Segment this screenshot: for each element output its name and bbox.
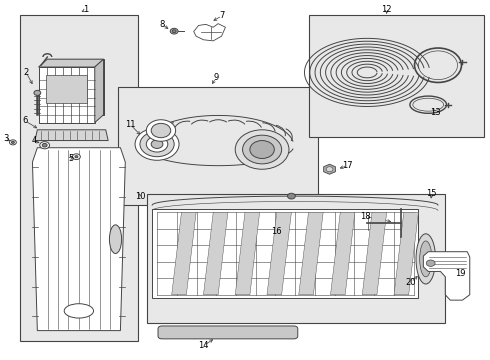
Circle shape bbox=[147, 120, 175, 141]
Bar bbox=[46, 75, 87, 103]
Polygon shape bbox=[95, 59, 103, 123]
Circle shape bbox=[170, 28, 178, 34]
Polygon shape bbox=[172, 212, 196, 295]
FancyBboxPatch shape bbox=[158, 326, 298, 339]
Circle shape bbox=[172, 30, 176, 33]
Circle shape bbox=[147, 136, 168, 152]
Polygon shape bbox=[324, 164, 335, 174]
Text: 20: 20 bbox=[406, 278, 416, 287]
Text: 9: 9 bbox=[213, 73, 219, 82]
Polygon shape bbox=[39, 67, 95, 123]
Text: 4: 4 bbox=[31, 136, 37, 145]
Polygon shape bbox=[32, 148, 125, 330]
Circle shape bbox=[151, 123, 171, 138]
Text: 15: 15 bbox=[426, 189, 437, 198]
Circle shape bbox=[135, 128, 179, 160]
Circle shape bbox=[75, 156, 78, 158]
Polygon shape bbox=[35, 130, 108, 140]
Polygon shape bbox=[235, 212, 260, 295]
Text: 16: 16 bbox=[271, 228, 282, 237]
Bar bbox=[147, 194, 445, 323]
Polygon shape bbox=[194, 24, 225, 41]
Ellipse shape bbox=[64, 304, 94, 318]
Text: 14: 14 bbox=[198, 341, 209, 350]
Text: 5: 5 bbox=[68, 154, 73, 163]
Polygon shape bbox=[299, 212, 323, 295]
Text: 3: 3 bbox=[3, 134, 8, 143]
Circle shape bbox=[11, 141, 14, 143]
Circle shape bbox=[235, 130, 289, 169]
Bar bbox=[20, 15, 138, 341]
Ellipse shape bbox=[419, 241, 432, 277]
Text: 13: 13 bbox=[430, 108, 441, 117]
Circle shape bbox=[42, 143, 47, 147]
Text: 18: 18 bbox=[360, 212, 371, 221]
Circle shape bbox=[73, 154, 80, 159]
Circle shape bbox=[288, 193, 295, 199]
Polygon shape bbox=[423, 252, 470, 300]
Text: 7: 7 bbox=[220, 11, 225, 20]
Circle shape bbox=[140, 132, 174, 157]
Circle shape bbox=[9, 140, 16, 145]
Bar bbox=[309, 15, 485, 137]
Text: 12: 12 bbox=[381, 5, 392, 14]
Circle shape bbox=[34, 90, 41, 95]
Text: 17: 17 bbox=[343, 161, 353, 170]
Polygon shape bbox=[39, 59, 103, 67]
Circle shape bbox=[151, 140, 163, 148]
Circle shape bbox=[426, 260, 435, 266]
Circle shape bbox=[40, 141, 49, 149]
Ellipse shape bbox=[109, 225, 122, 253]
Text: 1: 1 bbox=[84, 5, 89, 14]
Polygon shape bbox=[203, 212, 228, 295]
Polygon shape bbox=[331, 212, 355, 295]
Ellipse shape bbox=[416, 234, 436, 284]
Circle shape bbox=[250, 140, 274, 158]
Polygon shape bbox=[267, 212, 292, 295]
Polygon shape bbox=[394, 212, 418, 295]
Bar bbox=[118, 87, 318, 205]
Polygon shape bbox=[48, 59, 103, 115]
Polygon shape bbox=[362, 212, 387, 295]
Text: 19: 19 bbox=[455, 269, 465, 278]
Bar bbox=[152, 209, 418, 298]
Text: 11: 11 bbox=[125, 120, 135, 129]
Circle shape bbox=[243, 135, 282, 164]
Text: 2: 2 bbox=[24, 68, 29, 77]
Text: 10: 10 bbox=[135, 192, 145, 201]
Circle shape bbox=[326, 167, 333, 172]
Text: 8: 8 bbox=[159, 19, 165, 28]
Text: 6: 6 bbox=[23, 116, 28, 125]
